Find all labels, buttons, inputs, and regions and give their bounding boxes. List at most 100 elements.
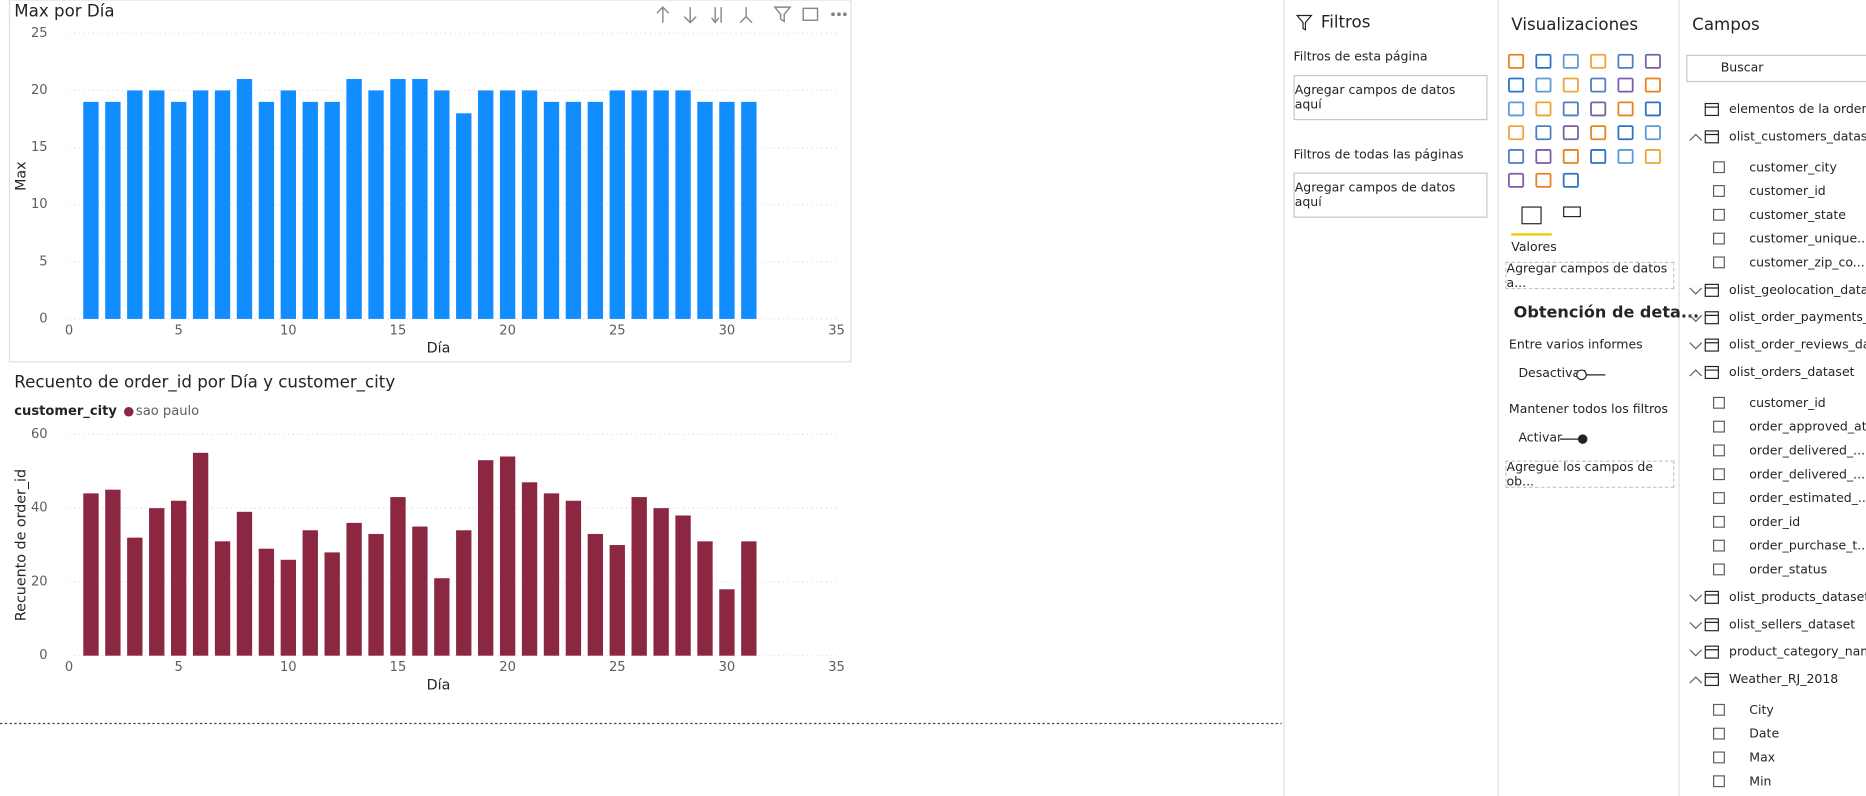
- viz-icon[interactable]: [1617, 101, 1634, 117]
- viz-icon[interactable]: [1562, 101, 1579, 117]
- table-name[interactable]: olist_order_payments_...: [1729, 309, 1866, 324]
- viz-icon[interactable]: [1590, 125, 1607, 141]
- viz-icon[interactable]: [1508, 77, 1525, 93]
- field-name[interactable]: Max: [1749, 750, 1775, 765]
- viz-icon[interactable]: [1508, 149, 1525, 164]
- checkbox[interactable]: [1713, 468, 1725, 481]
- checkbox[interactable]: [1713, 232, 1725, 245]
- field-name[interactable]: City: [1749, 702, 1774, 717]
- bar: [280, 559, 296, 656]
- viz-icon[interactable]: [1644, 125, 1661, 141]
- viz-icon[interactable]: [1617, 149, 1634, 164]
- viz-icon[interactable]: [1562, 125, 1579, 141]
- chevron[interactable]: [1689, 621, 1703, 630]
- viz-icon[interactable]: [1508, 53, 1525, 69]
- chevron[interactable]: [1689, 287, 1703, 295]
- viz-icon[interactable]: [1617, 53, 1634, 69]
- chevron[interactable]: [1689, 676, 1703, 684]
- chevron[interactable]: [1689, 594, 1703, 602]
- checkbox[interactable]: [1713, 492, 1725, 504]
- field-name[interactable]: order_delivered_...: [1749, 466, 1865, 481]
- field-name[interactable]: customer_id: [1749, 183, 1825, 198]
- checkbox[interactable]: [1713, 256, 1725, 269]
- toggle[interactable]: [1574, 368, 1607, 382]
- checkbox[interactable]: [1713, 208, 1725, 221]
- field-name[interactable]: customer_state: [1749, 207, 1846, 222]
- viz-icon[interactable]: [1562, 53, 1579, 69]
- viz-icon[interactable]: [1535, 125, 1552, 141]
- viz-icon[interactable]: [1535, 149, 1552, 164]
- y-tick-label: 5: [39, 254, 47, 269]
- viz-icon[interactable]: [1644, 53, 1661, 69]
- drop-zone[interactable]: Agregar campos de datos aquí: [1293, 172, 1488, 218]
- viz-icon[interactable]: [1590, 101, 1607, 117]
- toggle[interactable]: [1558, 432, 1591, 446]
- field-name[interactable]: order_id: [1749, 514, 1800, 529]
- checkbox[interactable]: [1713, 161, 1725, 174]
- field-name[interactable]: customer_city: [1749, 159, 1837, 174]
- checkbox[interactable]: [1713, 444, 1725, 457]
- chevron[interactable]: [1689, 649, 1703, 657]
- search-box[interactable]: Buscar: [1686, 54, 1866, 83]
- chevron[interactable]: [1689, 133, 1703, 141]
- table-icon: [1704, 645, 1719, 659]
- viz-icon[interactable]: [1535, 77, 1552, 93]
- viz-icon[interactable]: [1644, 149, 1661, 164]
- field-name[interactable]: order_purchase_t...: [1749, 538, 1866, 553]
- viz-icon[interactable]: [1590, 53, 1607, 69]
- viz-icon[interactable]: [1535, 101, 1552, 117]
- viz-icon[interactable]: [1562, 172, 1579, 188]
- checkbox[interactable]: [1713, 775, 1725, 788]
- checkbox[interactable]: [1713, 563, 1725, 576]
- field-name[interactable]: customer_zip_co...: [1749, 254, 1864, 269]
- table-name[interactable]: olist_geolocation_data...: [1729, 282, 1866, 297]
- table-name[interactable]: Weather_RJ_2018: [1729, 671, 1838, 686]
- chevron[interactable]: [1689, 342, 1703, 350]
- viz-icon[interactable]: [1590, 149, 1607, 164]
- viz-icon[interactable]: [1508, 101, 1525, 117]
- table-name[interactable]: product_category_nam...: [1729, 644, 1866, 659]
- checkbox[interactable]: [1713, 751, 1725, 764]
- checkbox[interactable]: [1713, 420, 1725, 433]
- chevron[interactable]: [1689, 314, 1703, 323]
- checkbox[interactable]: [1713, 703, 1725, 716]
- viz-icon[interactable]: [1562, 149, 1579, 164]
- viz-icon[interactable]: [1508, 172, 1525, 188]
- chevron[interactable]: [1689, 369, 1703, 377]
- table-name[interactable]: olist_products_dataset: [1729, 589, 1866, 604]
- field-name[interactable]: order_status: [1749, 562, 1827, 577]
- viz-icon[interactable]: [1590, 77, 1607, 93]
- table-name[interactable]: olist_order_reviews_dat...: [1729, 337, 1866, 352]
- checkbox[interactable]: [1713, 515, 1725, 528]
- drop-zone[interactable]: Agregar campos de datos a...: [1505, 261, 1675, 290]
- viz-tab-icon[interactable]: [1563, 206, 1581, 218]
- field-name[interactable]: customer_unique...: [1749, 231, 1866, 246]
- field-name[interactable]: customer_id: [1749, 395, 1825, 410]
- viz-icon[interactable]: [1617, 125, 1634, 141]
- viz-icon[interactable]: [1617, 77, 1634, 93]
- field-name[interactable]: order_approved_at: [1749, 419, 1866, 434]
- drop-zone[interactable]: Agregue los campos de ob...: [1505, 460, 1675, 488]
- fields-title: Campos: [1692, 15, 1760, 35]
- table-name[interactable]: olist_sellers_dataset: [1729, 616, 1855, 631]
- field-name[interactable]: order_estimated_...: [1749, 490, 1866, 505]
- viz-icon[interactable]: [1508, 125, 1525, 141]
- viz-icon[interactable]: [1535, 172, 1552, 188]
- table-name[interactable]: olist_customers_dataset: [1729, 128, 1866, 143]
- field-name[interactable]: order_delivered_...: [1749, 443, 1865, 458]
- checkbox[interactable]: [1713, 396, 1725, 409]
- checkbox[interactable]: [1713, 727, 1725, 740]
- drop-zone[interactable]: Agregar campos de datos aquí: [1293, 74, 1488, 121]
- viz-icon[interactable]: [1644, 101, 1661, 117]
- field-name[interactable]: Date: [1749, 726, 1779, 741]
- viz-icon[interactable]: [1535, 53, 1552, 69]
- table-name[interactable]: elementos de la orden: [1729, 101, 1866, 116]
- table-name[interactable]: olist_orders_dataset: [1729, 364, 1855, 379]
- visual-toolbar[interactable]: [656, 6, 847, 24]
- checkbox[interactable]: [1713, 539, 1725, 552]
- field-name[interactable]: Min: [1749, 773, 1771, 788]
- viz-icon[interactable]: [1562, 77, 1579, 93]
- viz-tab-icon[interactable]: [1521, 206, 1542, 225]
- viz-icon[interactable]: [1644, 77, 1661, 93]
- checkbox[interactable]: [1713, 185, 1725, 197]
